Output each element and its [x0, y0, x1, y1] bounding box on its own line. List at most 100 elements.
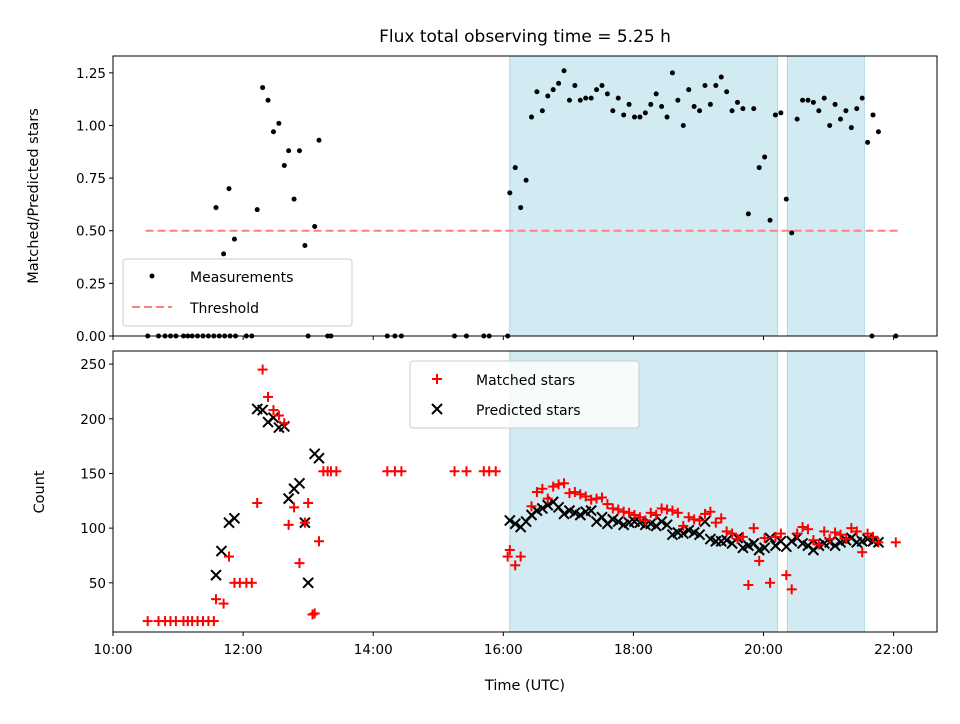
measurement-point — [735, 99, 741, 105]
measurement-point — [523, 177, 529, 183]
top-x-ticks — [112, 336, 895, 340]
matched-star-point — [727, 528, 738, 539]
matched-star-point — [678, 520, 689, 531]
matched-star-point — [662, 504, 673, 515]
predicted-stroke — [688, 526, 700, 539]
measurement-point — [707, 101, 713, 107]
measurement-point — [751, 106, 757, 112]
matched-star-point — [640, 515, 651, 526]
predicted-stroke — [302, 577, 314, 589]
measurement-point — [827, 122, 833, 128]
measurement-point — [577, 97, 583, 103]
predicted-stroke — [720, 534, 733, 546]
predicted-stroke — [542, 499, 554, 511]
top-shaded-intervals — [509, 55, 865, 337]
matched-star-point — [835, 529, 846, 540]
y-tick-label: 0.75 — [76, 171, 106, 187]
bottom-legend-box — [409, 360, 640, 429]
measurement-point — [615, 95, 621, 101]
legend-matched-label: Matched stars — [476, 373, 575, 389]
predicted-star-point — [720, 534, 733, 546]
x-tick-label: 12:00 — [224, 642, 263, 658]
legend-measurements-label: Measurements — [190, 270, 293, 286]
predicted-star-point — [536, 502, 549, 515]
measurement-point — [686, 87, 692, 93]
measurement-point — [800, 97, 806, 103]
measurement-point — [296, 148, 302, 154]
measurement-points — [145, 68, 899, 339]
measurement-point — [740, 106, 746, 112]
measurement-point — [713, 82, 719, 88]
matched-star-point — [754, 555, 765, 566]
matched-star-point — [840, 534, 851, 545]
measurement-point — [572, 82, 578, 88]
measurement-point — [588, 95, 594, 101]
matched-star-point — [689, 514, 700, 525]
matched-star-point — [307, 609, 318, 620]
measurement-point — [778, 110, 784, 116]
predicted-stroke — [655, 515, 668, 528]
measurement-point — [783, 196, 789, 202]
predicted-star-point — [677, 527, 690, 540]
predicted-stroke — [661, 519, 673, 531]
predicted-stroke — [228, 512, 241, 524]
measurement-point — [805, 97, 811, 103]
predicted-star-point — [542, 499, 554, 511]
matched-star-point — [246, 577, 257, 588]
matched-star-point — [890, 537, 901, 548]
legend-matched-marker — [432, 374, 442, 384]
predicted-stroke — [645, 518, 657, 530]
matched-star-point — [586, 494, 597, 505]
predicted-star-point — [504, 514, 516, 527]
y-tick-label: 0.00 — [76, 329, 106, 345]
predicted-stroke — [282, 492, 295, 505]
predicted-stroke — [612, 515, 624, 528]
matched-star-point — [283, 519, 294, 530]
legend-predicted-label: Predicted stars — [476, 403, 581, 419]
matched-star-point — [699, 508, 710, 519]
matched-star-point — [299, 517, 310, 528]
measurement-point — [816, 108, 822, 114]
predicted-stroke — [552, 501, 565, 514]
matched-star-point — [705, 506, 716, 517]
measurement-point — [626, 101, 632, 107]
predicted-stroke — [677, 527, 690, 540]
matched-star-point — [721, 526, 732, 537]
predicted-star-point — [558, 508, 570, 520]
measurement-point — [610, 108, 616, 114]
measurement-point — [291, 196, 297, 202]
matched-star-point — [504, 544, 515, 555]
predicted-stroke — [569, 507, 581, 519]
measurement-point — [281, 162, 287, 168]
measurement-point — [539, 108, 545, 114]
predicted-stroke — [251, 403, 263, 415]
predicted-star-point — [509, 518, 521, 530]
matched-star-point — [656, 503, 667, 514]
predicted-stroke — [504, 514, 516, 527]
predicted-stroke — [596, 511, 608, 523]
matched-star-point — [218, 598, 229, 609]
predicted-stroke — [574, 509, 587, 521]
measurement-point — [724, 89, 730, 95]
legend-threshold-label: Threshold — [189, 301, 259, 317]
matched-star-point — [569, 487, 580, 498]
matched-star-point — [732, 534, 743, 545]
matched-star-point — [208, 616, 219, 627]
predicted-stroke — [796, 537, 809, 550]
measurement-point — [312, 224, 318, 230]
legend-predicted-marker — [431, 403, 443, 415]
predicted-stroke — [293, 477, 306, 490]
measurement-point — [848, 125, 854, 131]
predicted-stroke — [607, 513, 619, 526]
predicted-star-point — [612, 515, 624, 528]
matched-star-point — [645, 507, 656, 518]
matched-star-point — [624, 507, 635, 518]
measurement-point — [697, 108, 703, 114]
predicted-stroke — [786, 535, 798, 547]
matched-star-point — [824, 534, 835, 545]
top-legend-box — [122, 258, 353, 327]
predicted-stroke — [509, 518, 521, 530]
matched-star-point — [786, 584, 797, 595]
matched-star-point — [613, 504, 624, 515]
